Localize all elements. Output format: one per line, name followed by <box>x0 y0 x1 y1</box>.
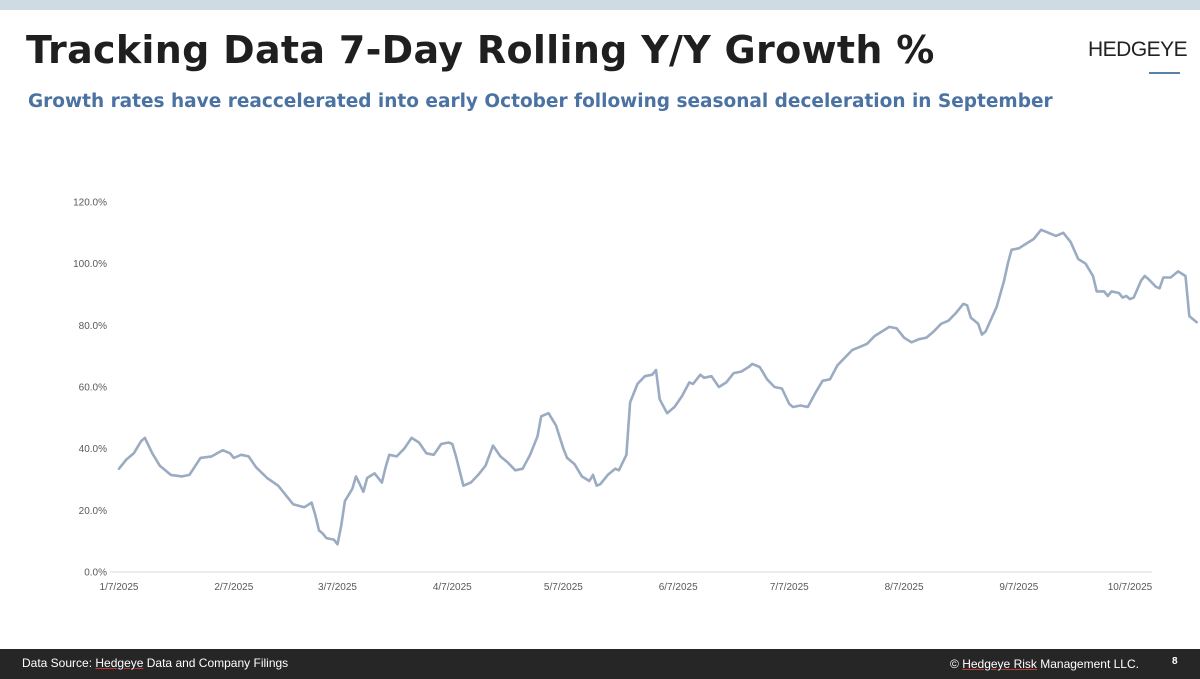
page-number: 8 <box>1172 656 1178 667</box>
line-chart: 0.0% 20.0% 40.0% 60.0% 80.0% 100.0% 120.0% 1/7… <box>73 198 1198 593</box>
top-band <box>0 0 1200 10</box>
y-tick-label: 60.0% <box>79 383 107 394</box>
data-source-suffix: Data and Company Filings <box>143 656 289 670</box>
copyright-suffix: Management LLC. <box>1036 657 1139 671</box>
series-line <box>117 228 1198 546</box>
data-source-brand: Hedgeye <box>95 656 144 670</box>
y-tick-label: 0.0% <box>84 568 107 579</box>
x-tick-label: 5/7/2025 <box>544 582 583 593</box>
y-axis: 0.0% 20.0% 40.0% 60.0% 80.0% 100.0% 120.0% <box>73 198 107 579</box>
data-source: Data Source: Hedgeye Data and Company Fi… <box>22 656 288 670</box>
x-tick-label: 6/7/2025 <box>659 582 698 593</box>
x-axis: 1/7/2025 2/7/2025 3/7/2025 4/7/2025 5/7/2025… <box>100 582 1153 593</box>
x-tick-label: 3/7/2025 <box>318 582 357 593</box>
x-tick-label: 4/7/2025 <box>433 582 472 593</box>
footer-bar: Data Source: Hedgeye Data and Company Fi… <box>0 649 1200 679</box>
data-source-prefix: Data Source: <box>22 656 96 670</box>
series-layer <box>117 228 1198 546</box>
x-tick-label: 2/7/2025 <box>214 582 253 593</box>
copyright-prefix: © <box>950 657 963 671</box>
y-tick-label: 100.0% <box>73 259 107 270</box>
x-tick-label: 7/7/2025 <box>770 582 809 593</box>
logo-underline <box>1149 72 1180 74</box>
copyright: © Hedgeye Risk Management LLC. <box>950 657 1139 671</box>
y-tick-label: 80.0% <box>79 321 107 332</box>
y-tick-label: 120.0% <box>73 198 107 209</box>
hedgeye-logo: HEDGEYE <box>1088 38 1188 61</box>
x-tick-label: 8/7/2025 <box>885 582 924 593</box>
page-subtitle: Growth rates have reaccelerated into ear… <box>28 91 1053 112</box>
y-tick-label: 20.0% <box>79 506 107 517</box>
page-title: Tracking Data 7-Day Rolling Y/Y Growth % <box>26 28 935 72</box>
x-tick-label: 10/7/2025 <box>1108 582 1153 593</box>
y-tick-label: 40.0% <box>79 444 107 455</box>
x-tick-label: 9/7/2025 <box>999 582 1038 593</box>
copyright-brand: Hedgeye <box>962 657 1011 671</box>
x-tick-label: 1/7/2025 <box>100 582 139 593</box>
copyright-risk: Risk <box>1010 657 1037 671</box>
